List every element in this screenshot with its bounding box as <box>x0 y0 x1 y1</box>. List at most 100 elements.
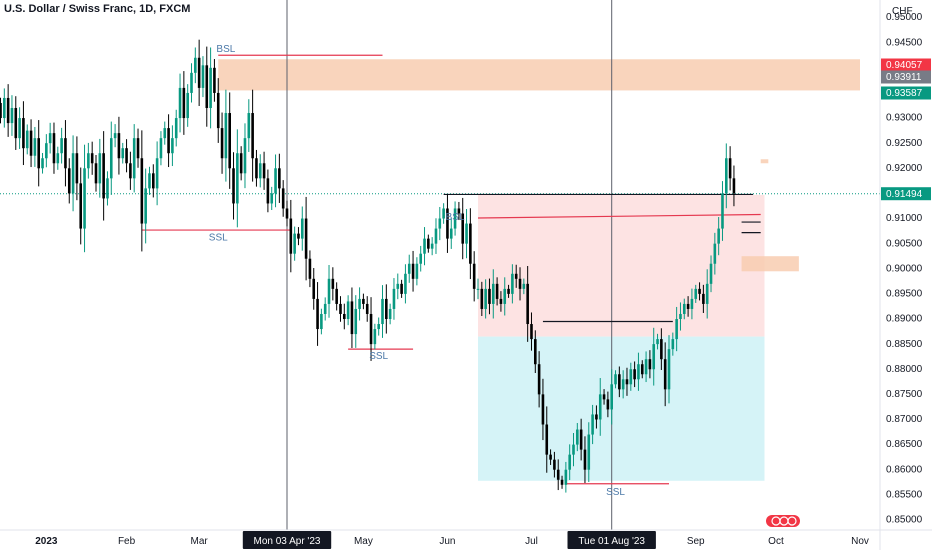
candle-body <box>144 188 147 224</box>
x-tick-label: Nov <box>851 536 869 547</box>
candle-body <box>568 454 571 470</box>
candle <box>197 39 201 106</box>
candle-body <box>125 148 128 164</box>
candle-body <box>472 263 476 289</box>
candle <box>679 302 682 331</box>
candle-body <box>407 263 411 274</box>
candle-body <box>587 434 591 470</box>
candle-body <box>534 339 537 365</box>
candle-body <box>411 263 415 279</box>
candle <box>640 360 644 379</box>
candle-body <box>323 303 327 314</box>
candle-body <box>541 394 545 425</box>
candle-body <box>591 414 594 435</box>
candle <box>491 269 495 319</box>
candle <box>495 277 499 306</box>
candle <box>453 201 457 236</box>
y-tick-label: 0.85000 <box>886 515 923 526</box>
candle <box>354 295 358 348</box>
candle <box>297 227 300 246</box>
candle-body <box>335 288 338 304</box>
candle-body <box>453 208 457 229</box>
y-tick-label: 0.89000 <box>886 314 923 325</box>
annotations: BSL SSL SSL BSL SSL <box>209 44 626 498</box>
candle-body <box>216 92 220 129</box>
candle-body <box>499 298 503 304</box>
candle <box>663 342 667 407</box>
candle <box>690 288 694 320</box>
candle-body <box>331 278 335 289</box>
candle <box>289 199 293 273</box>
candle <box>33 126 37 167</box>
y-tick-label: 0.86000 <box>886 464 923 475</box>
y-tick-label: 0.86500 <box>886 439 923 450</box>
candle-body <box>346 301 350 320</box>
candle-body <box>45 143 48 159</box>
candle-body <box>243 138 247 174</box>
candle <box>129 151 132 190</box>
candle-body <box>220 128 224 159</box>
candle-body <box>576 429 579 445</box>
candle <box>163 121 167 145</box>
candle <box>507 284 510 298</box>
candle <box>656 333 659 350</box>
candle <box>427 234 430 253</box>
candle <box>190 63 193 103</box>
candle-body <box>94 163 98 184</box>
candle <box>293 226 296 261</box>
candle-body <box>602 394 606 400</box>
candle-body <box>438 218 442 229</box>
price-label-box <box>881 86 931 100</box>
x-tick-label: Jul <box>525 536 538 547</box>
x-tick-label: 2023 <box>35 536 58 547</box>
candle <box>132 124 136 193</box>
candle-body <box>274 168 277 194</box>
candle <box>442 203 445 224</box>
crosshair-date-label: Tue 01 Aug '23 <box>578 536 645 547</box>
candle <box>675 306 678 352</box>
candle <box>587 422 591 483</box>
candle <box>136 128 140 168</box>
candle-body <box>713 243 717 264</box>
candle-body <box>140 158 144 224</box>
bsl-label: BSL <box>216 44 235 55</box>
candle <box>388 303 392 325</box>
candle <box>461 197 465 260</box>
candle-body <box>98 153 102 184</box>
candle <box>682 298 686 320</box>
candle-body <box>148 173 151 189</box>
candle-body <box>266 178 270 204</box>
candle-body <box>258 163 262 179</box>
candle <box>239 146 243 181</box>
candle-body <box>83 168 86 229</box>
candle <box>702 284 705 313</box>
candle-body <box>709 263 713 284</box>
candle <box>381 285 384 338</box>
candle <box>90 141 94 175</box>
candle <box>598 378 602 436</box>
candle <box>705 269 709 319</box>
candle <box>469 208 472 280</box>
candle-body <box>560 479 564 485</box>
candle-body <box>22 118 25 149</box>
candle-body <box>251 113 254 159</box>
candle-body <box>553 459 556 470</box>
candle <box>87 142 90 179</box>
candle-body <box>155 158 159 189</box>
candle <box>725 143 728 209</box>
candle <box>14 96 18 150</box>
crosshair-date-box <box>242 531 332 549</box>
candle <box>480 281 484 316</box>
candle-body <box>491 283 495 304</box>
price-label: 0.93911 <box>886 72 922 83</box>
candle-body <box>29 130 33 156</box>
candle <box>591 404 594 445</box>
ssl-label: SSL <box>606 487 625 498</box>
candle <box>213 59 216 102</box>
candle <box>343 303 346 330</box>
candle-body <box>60 138 63 154</box>
candle <box>312 268 316 310</box>
